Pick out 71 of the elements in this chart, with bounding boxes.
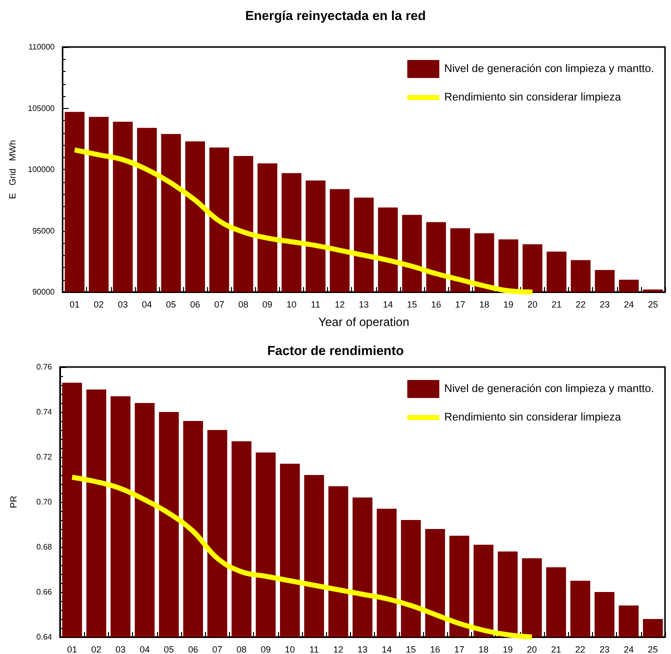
x-tick-label: 24	[624, 300, 634, 310]
x-tick-label: 23	[600, 300, 610, 310]
x-tick-label: 08	[236, 644, 247, 654]
x-tick-label: 14	[382, 644, 392, 654]
y-tick-label: 100000	[28, 165, 56, 174]
x-tick-label: 21	[551, 644, 562, 654]
y-tick-label: 0.74	[36, 408, 53, 416]
x-tick-label: 20	[526, 644, 537, 654]
x-axis-title: Year of operation	[318, 315, 410, 329]
y-axis-title: E Grid MWh	[8, 140, 18, 200]
legend-label: Rendimiento sin considerar limpieza	[444, 412, 622, 424]
legend-label: Rendimiento sin considerar limpieza	[444, 92, 622, 104]
chart-title: Factor de rendimiento	[267, 343, 404, 358]
x-tick-label: 13	[358, 300, 369, 310]
x-tick-label: 25	[648, 644, 658, 654]
x-tick-label: 13	[357, 644, 368, 654]
x-tick-label: 06	[190, 300, 200, 310]
y-tick-label: 90000	[32, 288, 56, 296]
y-tick-label: 105000	[28, 104, 56, 113]
y-tick-label: 0.72	[36, 452, 53, 462]
x-tick-label: 18	[478, 644, 489, 654]
x-tick-label: 19	[502, 644, 513, 654]
x-tick-label: 22	[576, 300, 586, 310]
x-tick-label: 21	[552, 300, 562, 310]
x-tick-label: 03	[118, 300, 128, 310]
x-tick-label: 15	[406, 644, 416, 654]
legend-label: Nivel de generación con limpieza y mantto.	[444, 63, 654, 75]
x-tick-label: 05	[164, 644, 174, 654]
x-tick-label: 23	[599, 644, 610, 654]
y-tick-label: 0.68	[36, 542, 53, 552]
x-tick-label: 07	[212, 644, 222, 654]
x-tick-label: 15	[406, 300, 417, 310]
x-tick-label: 20	[527, 300, 538, 310]
x-tick-label: 09	[260, 644, 271, 654]
y-axis-title: PR	[8, 495, 18, 508]
x-tick-label: 01	[70, 300, 80, 310]
x-tick-label: 25	[648, 300, 658, 310]
y-tick-label: 0.66	[36, 588, 53, 596]
x-tick-label: 16	[430, 644, 440, 654]
x-tick-label: 08	[238, 300, 248, 310]
x-tick-label: 02	[94, 300, 104, 310]
x-tick-label: 04	[142, 300, 152, 310]
x-tick-label: 05	[166, 300, 176, 310]
x-tick-label: 09	[262, 300, 272, 310]
x-tick-label: 04	[140, 644, 150, 654]
y-tick-label: 0.64	[36, 632, 53, 642]
y-tick-label: 0.76	[36, 362, 53, 372]
x-tick-label: 10	[284, 644, 295, 654]
x-tick-label: 06	[188, 644, 198, 654]
x-tick-label: 01	[67, 644, 78, 654]
x-tick-label: 07	[214, 300, 224, 310]
y-tick-label: 110000	[28, 42, 56, 52]
x-tick-label: 02	[91, 644, 102, 654]
x-tick-label: 17	[455, 300, 466, 310]
x-tick-label: 18	[479, 300, 490, 310]
x-tick-label: 17	[454, 644, 464, 654]
legend-label: Nivel de generación con limpieza y mantto.	[444, 383, 654, 395]
y-tick-label: 0.70	[36, 498, 53, 506]
x-tick-label: 14	[382, 300, 393, 310]
x-tick-label: 12	[333, 644, 344, 654]
x-tick-label: 12	[334, 300, 345, 310]
x-tick-label: 11	[309, 644, 319, 654]
x-tick-label: 16	[431, 300, 442, 310]
x-tick-label: 03	[115, 644, 126, 654]
x-tick-label: 11	[310, 300, 320, 310]
x-tick-label: 10	[286, 300, 297, 310]
y-tick-label: 95000	[32, 226, 56, 236]
x-tick-label: 19	[503, 300, 514, 310]
x-tick-label: 24	[624, 644, 634, 654]
chart-title: Energía reinyectada en la red	[245, 8, 426, 23]
x-tick-label: 22	[575, 644, 586, 654]
